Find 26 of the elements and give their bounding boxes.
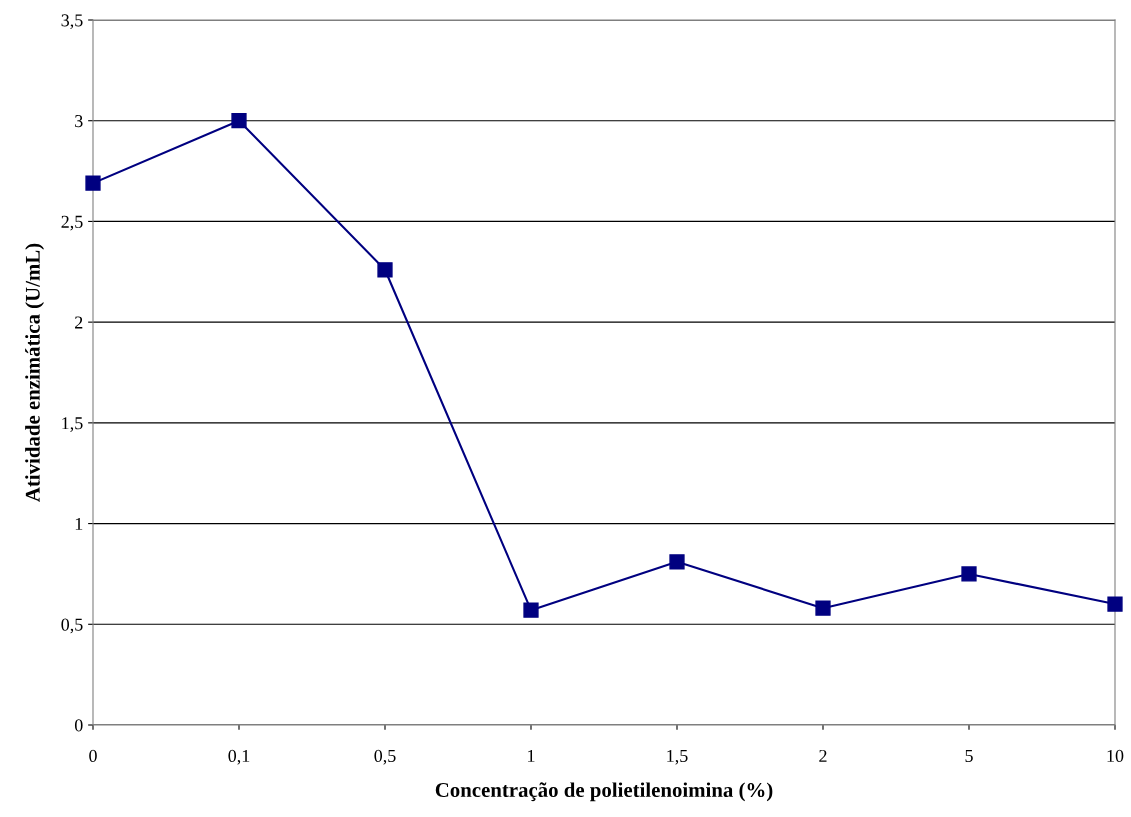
- point: [523, 602, 539, 618]
- point: [231, 113, 247, 129]
- point: [961, 566, 977, 582]
- point: [1107, 596, 1123, 612]
- y-tick-label: 1: [75, 517, 83, 530]
- x-axis-title: Concentração de polietilenoimina (%): [435, 782, 773, 802]
- point: [669, 554, 685, 570]
- point: [85, 175, 101, 191]
- y-tick-label: 0,5: [61, 618, 83, 634]
- x-tick-label: 5: [965, 750, 973, 763]
- x-tick-label: 0,5: [374, 749, 396, 765]
- point: [377, 262, 393, 278]
- x-tick-label: 10: [1107, 749, 1124, 763]
- y-axis-title: Atividade enzimática (U/mL): [25, 243, 45, 502]
- y-tick-label: 1,5: [62, 417, 83, 432]
- x-tick-label: 1: [528, 749, 535, 762]
- y-tick-label: 2: [75, 316, 83, 329]
- x-tick-label: 2: [819, 749, 827, 762]
- y-tick-label: 3,5: [61, 14, 83, 30]
- x-tick-label: 0,1: [228, 749, 250, 765]
- x-tick-label: 1,5: [667, 749, 688, 765]
- y-tick-label: 2,5: [61, 215, 83, 231]
- x-tick-label: 0: [89, 749, 97, 763]
- y-tick-label: 0: [74, 719, 83, 732]
- point: [815, 600, 831, 616]
- y-tick-label: 3: [75, 115, 83, 128]
